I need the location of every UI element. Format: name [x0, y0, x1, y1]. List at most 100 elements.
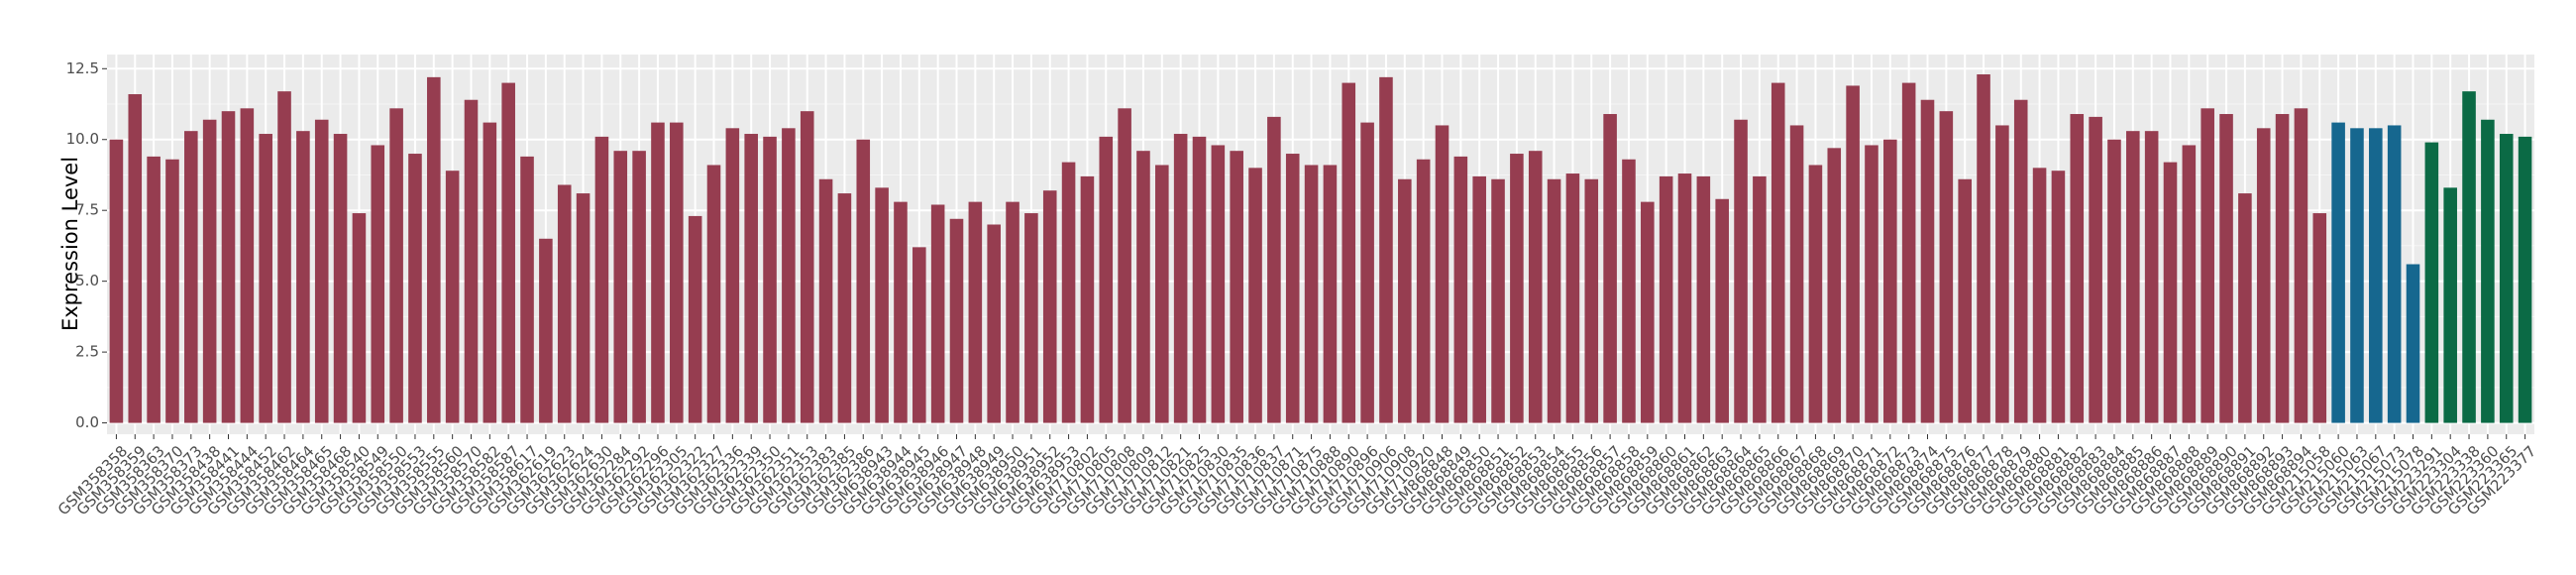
bar — [2256, 128, 2271, 423]
bar — [2144, 131, 2159, 423]
bar — [818, 178, 833, 423]
bar — [1528, 151, 1543, 423]
bar — [1958, 178, 1972, 423]
bar — [1453, 156, 1468, 423]
bar — [1565, 173, 1580, 423]
bar — [875, 187, 889, 423]
bar — [632, 151, 646, 423]
bar — [1753, 175, 1767, 423]
bar — [576, 193, 590, 423]
bar — [2013, 99, 2028, 423]
bar — [1136, 151, 1150, 423]
bar — [277, 91, 291, 423]
bar — [240, 108, 255, 423]
bar — [221, 111, 236, 423]
bar — [1267, 116, 1281, 423]
bar — [2406, 264, 2420, 423]
y-tick-label: 0.0 — [75, 413, 99, 431]
bar — [1715, 198, 1729, 423]
bar — [1398, 178, 1412, 423]
bar — [483, 122, 497, 423]
bar — [2275, 114, 2290, 423]
bar — [1285, 154, 1300, 423]
bar — [1622, 159, 1636, 423]
bar — [2126, 131, 2140, 423]
bar — [1379, 76, 1393, 423]
bar — [1677, 173, 1692, 423]
bar — [2089, 116, 2102, 423]
bar — [2200, 108, 2214, 423]
y-axis-title: Expression Level — [58, 157, 82, 331]
bar — [109, 139, 124, 423]
bar — [259, 134, 272, 423]
bar — [427, 76, 441, 423]
bar — [408, 154, 422, 423]
bar — [1024, 213, 1038, 423]
bar — [1248, 168, 1262, 423]
y-tick-label: 2.5 — [75, 343, 99, 361]
bar — [670, 122, 684, 423]
bar — [782, 128, 796, 423]
y-tick-label: 5.0 — [75, 272, 99, 289]
y-tick-label: 7.5 — [75, 201, 99, 219]
bar — [2070, 114, 2085, 423]
y-tick-label: 12.5 — [66, 59, 99, 77]
bar — [1416, 159, 1431, 423]
bar — [1883, 139, 1897, 423]
bar — [725, 128, 740, 423]
bar — [333, 134, 348, 423]
bar — [1865, 145, 1878, 423]
bar — [1155, 165, 1169, 423]
bar — [2182, 145, 2197, 423]
bar — [371, 145, 385, 423]
bar — [445, 171, 460, 423]
bar — [1230, 151, 1243, 423]
bar — [165, 159, 179, 423]
bar — [1006, 201, 1020, 423]
bar — [2369, 128, 2383, 423]
bar — [1696, 175, 1711, 423]
bar — [1304, 165, 1319, 423]
bar — [1061, 162, 1076, 423]
bar — [1789, 125, 1804, 423]
bar — [2051, 171, 2066, 423]
bar — [539, 238, 553, 423]
bar — [1901, 82, 1916, 423]
bar — [1099, 136, 1114, 423]
bar — [2238, 193, 2252, 423]
bar — [1173, 134, 1188, 423]
bar — [763, 136, 777, 423]
bar — [968, 201, 983, 423]
bar — [128, 94, 143, 423]
bar — [949, 218, 964, 423]
bar — [557, 184, 572, 423]
bar — [1808, 165, 1823, 423]
bar — [1042, 190, 1057, 423]
bar — [2350, 128, 2364, 423]
bar — [651, 122, 665, 423]
bar — [501, 82, 515, 423]
bar — [1192, 136, 1207, 423]
bar — [987, 224, 1001, 423]
bar — [2462, 91, 2476, 423]
bar — [594, 136, 609, 423]
bar — [856, 139, 871, 423]
bar — [184, 131, 198, 423]
bar — [894, 201, 908, 423]
bar — [389, 108, 403, 423]
bar — [912, 247, 926, 423]
bar — [352, 213, 367, 423]
bar — [1771, 82, 1785, 423]
bar — [2107, 139, 2121, 423]
bar — [2518, 136, 2532, 423]
bar — [1939, 111, 1954, 423]
bar — [706, 165, 721, 423]
bar — [1659, 175, 1673, 423]
bar — [1846, 85, 1860, 423]
bar — [464, 99, 479, 423]
bar — [1995, 125, 2009, 423]
bar — [314, 119, 329, 423]
bar — [1360, 122, 1374, 423]
bar — [2481, 119, 2495, 423]
